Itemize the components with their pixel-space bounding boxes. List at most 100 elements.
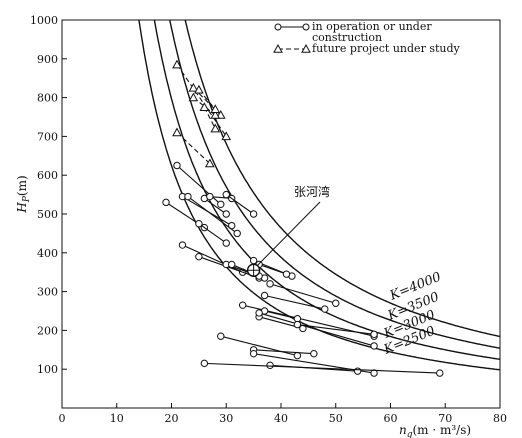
zhanghewan-label: 张河湾 <box>294 184 330 199</box>
operation-point <box>266 280 274 288</box>
legend-operation-marker <box>302 23 310 31</box>
future-point <box>172 127 182 137</box>
x-tick-label: 10 <box>110 412 124 425</box>
future-point <box>210 123 221 133</box>
operation-segment <box>176 165 222 205</box>
operation-segment <box>253 349 314 355</box>
operation-segment <box>220 335 298 357</box>
y-tick-label: 600 <box>37 169 58 182</box>
x-tick-label: 70 <box>438 412 452 425</box>
legend-operation-label: in operation or under <box>312 20 432 33</box>
data-series <box>162 59 444 377</box>
operation-segment <box>264 294 325 310</box>
legend-future-marker <box>273 43 283 53</box>
x-tick-label: 50 <box>329 412 343 425</box>
legend-operation-label-2: construction <box>312 31 382 44</box>
x-tick-label: 60 <box>384 412 398 425</box>
operation-point <box>370 330 378 338</box>
operation-point <box>266 361 274 370</box>
operation-segment <box>258 312 375 347</box>
operation-segment <box>264 310 298 320</box>
future-point <box>199 102 210 111</box>
x-tick-label: 20 <box>165 412 179 425</box>
operation-segment <box>297 324 375 335</box>
y-tick-label: 700 <box>37 130 58 143</box>
future-point <box>210 110 221 119</box>
operation-point <box>332 299 340 307</box>
operation-point <box>222 239 230 247</box>
y-tick-label: 400 <box>37 247 58 260</box>
operation-point <box>217 200 225 209</box>
operation-point <box>310 349 318 358</box>
operation-point <box>217 332 225 340</box>
y-tick-label: 500 <box>37 208 58 221</box>
x-axis-title: nq(m · m³/s) <box>399 423 471 438</box>
future-point <box>188 92 199 102</box>
operation-segment <box>225 194 254 215</box>
y-tick-label: 1000 <box>30 14 58 27</box>
x-tick-label: 30 <box>219 412 233 425</box>
operation-point <box>436 369 444 377</box>
legend-operation-marker <box>274 23 282 31</box>
y-tick-label: 900 <box>37 53 58 66</box>
operation-point <box>206 192 214 201</box>
operation-point <box>173 161 181 170</box>
operation-point <box>238 301 247 309</box>
k-curve-4000 <box>184 20 500 338</box>
x-tick-label: 80 <box>493 412 507 425</box>
operation-point <box>200 359 209 368</box>
operation-point <box>321 305 329 313</box>
k-curve-3500 <box>169 20 500 349</box>
operation-point <box>222 190 230 199</box>
operation-point <box>233 229 241 238</box>
future-point <box>172 59 182 69</box>
future-point <box>221 131 232 141</box>
operation-point <box>293 351 302 360</box>
operation-point <box>255 309 263 317</box>
operation-point <box>184 192 192 201</box>
operation-point <box>222 210 230 218</box>
operation-point <box>249 349 258 358</box>
legend-future-marker <box>301 43 311 53</box>
x-tick-label: 0 <box>59 412 66 425</box>
series-operation <box>162 161 444 377</box>
legend: in operation or underconstructionfuture … <box>273 20 461 55</box>
plot-frame <box>61 19 501 409</box>
operation-point <box>178 241 187 249</box>
operation-point <box>162 198 170 207</box>
operation-point <box>260 291 269 300</box>
operation-point <box>195 220 203 228</box>
operation-segment <box>187 196 238 234</box>
future-segment <box>176 64 227 137</box>
operation-point <box>293 320 302 329</box>
future-point <box>194 84 204 94</box>
operation-point <box>370 342 378 350</box>
y-tick-label: 300 <box>37 286 58 299</box>
legend-future-label: future project under study <box>312 42 461 55</box>
operation-segment <box>198 223 227 244</box>
operation-point <box>228 260 236 269</box>
x-tick-label: 40 <box>274 412 288 425</box>
future-point <box>188 82 199 92</box>
operation-segment <box>204 198 227 215</box>
operation-point <box>195 252 203 261</box>
future-point <box>204 158 215 168</box>
labels: HP(m) nq(m · m³/s) 张河湾 <box>15 175 471 438</box>
y-tick-label: 100 <box>37 363 58 376</box>
y-tick-label: 800 <box>37 92 58 105</box>
operation-segment <box>204 362 440 374</box>
axis-ticks: 0 10 20 30 40 50 60 70 80 100 200 300 400 500 600 700 80… <box>30 14 507 425</box>
future-point <box>210 104 221 113</box>
operation-point <box>249 210 258 218</box>
operation-point <box>353 367 362 375</box>
future-segment <box>176 132 211 164</box>
y-tick-label: 200 <box>37 324 58 337</box>
operation-point <box>282 270 291 278</box>
plot-border <box>61 19 501 409</box>
zhanghewan-leader <box>257 201 321 266</box>
y-axis-title: HP(m) <box>15 175 32 213</box>
operation-segment <box>269 283 336 304</box>
operation-segment <box>258 263 287 275</box>
